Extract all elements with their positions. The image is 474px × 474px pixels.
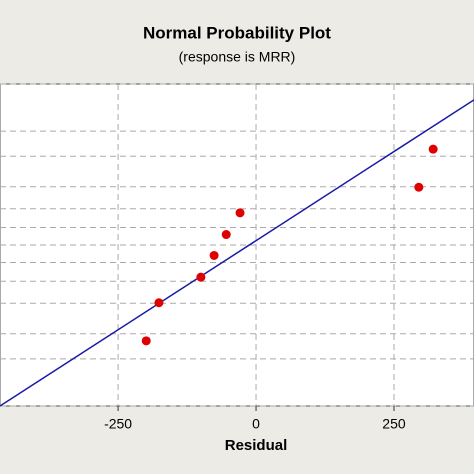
data-point	[221, 230, 231, 240]
x-tick-label: 250	[382, 416, 406, 432]
chart-title: Normal Probability Plot	[143, 23, 331, 42]
data-point	[141, 336, 151, 346]
fit-line	[0, 99, 474, 407]
data-point	[196, 272, 206, 282]
chart-subtitle: (response is MRR)	[179, 49, 296, 65]
x-axis-label: Residual	[225, 437, 288, 454]
x-tick-label: -250	[104, 416, 132, 432]
data-point	[235, 208, 245, 218]
data-point	[428, 144, 438, 154]
x-tick-label: 0	[252, 416, 260, 432]
data-point	[209, 250, 219, 260]
data-point	[154, 298, 164, 308]
data-point	[414, 182, 424, 192]
